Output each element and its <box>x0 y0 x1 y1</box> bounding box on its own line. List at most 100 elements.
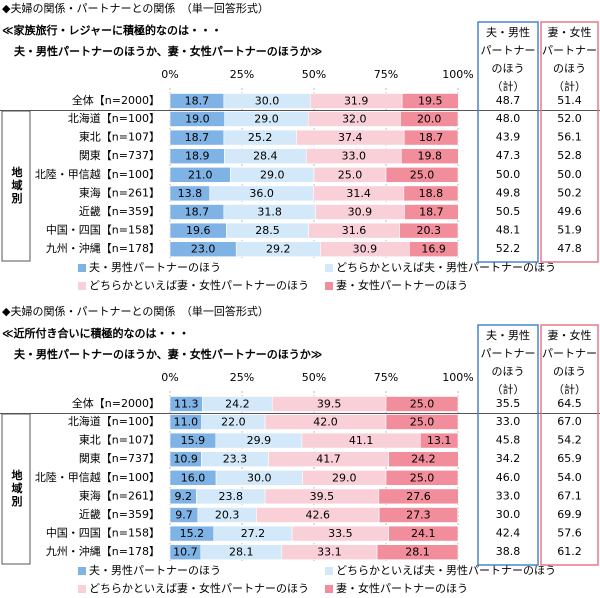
bar-segment <box>419 432 459 449</box>
bar-value-label: 42.6 <box>305 509 330 522</box>
bar-value-label: 25.2 <box>248 131 273 144</box>
total-column <box>477 21 539 263</box>
bar-segment <box>385 414 459 430</box>
group-box <box>1 413 31 565</box>
total-value: 49.8 <box>496 186 521 199</box>
total-value: 54.2 <box>557 434 582 447</box>
x-tick-label: 75% <box>374 371 398 384</box>
bar-value-label: 42.0 <box>313 416 338 429</box>
total-value: 65.9 <box>557 452 582 465</box>
bar-value-label: 24.2 <box>411 453 436 466</box>
bar-segment <box>403 185 459 202</box>
category-label: 関東【n=737】 <box>79 149 160 162</box>
bar-value-label: 24.1 <box>411 527 436 540</box>
x-tick-label: 50% <box>302 371 326 384</box>
category-label: 東海【n=261】 <box>79 185 160 199</box>
total-value: 57.6 <box>557 527 582 540</box>
bar-segment <box>385 396 459 412</box>
x-tick-label: 50% <box>302 68 326 81</box>
total-column <box>540 21 599 263</box>
category-label: 北陸・甲信越【n=100】 <box>35 470 160 484</box>
total-value: 52.2 <box>496 242 521 255</box>
total-header: 妻・女性 <box>548 25 592 39</box>
total-value: 46.0 <box>496 471 521 484</box>
bar-value-label: 13.1 <box>427 434 452 447</box>
bar-segment <box>404 204 459 220</box>
total-value: 45.8 <box>496 434 521 447</box>
total-header: のほう <box>492 62 525 75</box>
category-label: 東海【n=261】 <box>79 488 160 502</box>
bar-value-label: 25.0 <box>410 398 435 411</box>
bar-value-label: 22.0 <box>221 416 246 429</box>
bar-value-label: 18.7 <box>419 206 444 219</box>
legend-label: どちらかといえば夫・男性パートナーのほう <box>336 563 556 577</box>
bar-value-label: 31.4 <box>346 187 371 200</box>
x-tick-label: 0% <box>161 371 178 384</box>
bar-value-label: 28.5 <box>255 224 280 237</box>
bar-value-label: 30.0 <box>255 95 280 108</box>
total-value: 35.5 <box>496 397 521 410</box>
category-label: 近畿【n=359】 <box>79 507 160 521</box>
legend-swatch <box>78 264 86 272</box>
bar-value-label: 30.9 <box>348 206 373 219</box>
bar-segment <box>388 451 459 468</box>
bar-value-label: 29.9 <box>247 434 272 447</box>
category-label: 九州・沖縄【n=178】 <box>46 241 160 255</box>
total-value: 33.0 <box>496 415 521 428</box>
bar-value-label: 16.9 <box>421 243 446 256</box>
bar-value-label: 25.0 <box>410 471 435 484</box>
total-value: 30.0 <box>496 508 521 521</box>
bar-value-label: 33.5 <box>328 527 353 540</box>
question: ≪近所付き合いに積極的なのは・・・ <box>2 326 190 340</box>
legend-label: どちらかといえば妻・女性パートナーのほう <box>89 278 309 292</box>
total-value: 54.0 <box>557 471 582 484</box>
total-value: 34.2 <box>496 452 521 465</box>
bar-value-label: 33.0 <box>341 150 366 163</box>
bar-value-label: 20.3 <box>215 509 240 522</box>
total-header: 夫・男性 <box>486 328 530 342</box>
bar-value-label: 18.7 <box>185 95 210 108</box>
bar-value-label: 31.6 <box>342 224 367 237</box>
total-header: パートナー <box>481 44 536 57</box>
total-value: 47.8 <box>557 242 582 255</box>
total-value: 33.0 <box>496 489 521 502</box>
bar-segment <box>376 544 459 561</box>
bar-value-label: 23.3 <box>223 453 248 466</box>
bar-value-label: 30.0 <box>247 471 272 484</box>
bar-value-label: 29.2 <box>266 243 291 256</box>
category-label: 東北【n=107】 <box>79 131 160 144</box>
total-header: （計） <box>492 79 525 93</box>
bar-value-label: 23.0 <box>191 243 216 256</box>
total-value: 47.3 <box>496 149 521 162</box>
total-value: 42.4 <box>496 527 521 540</box>
bar-value-label: 25.0 <box>410 416 435 429</box>
x-tick-label: 25% <box>230 371 254 384</box>
total-value: 50.5 <box>496 205 521 218</box>
x-tick-label: 75% <box>374 68 398 81</box>
x-tick-label: 25% <box>230 68 254 81</box>
section-title: ◆夫婦の関係・パートナーとの関係 （単一回答形式） <box>2 304 269 318</box>
total-value: 48.0 <box>496 112 521 125</box>
bar-value-label: 27.2 <box>241 527 266 540</box>
bar-value-label: 20.3 <box>417 224 442 237</box>
bar-value-label: 21.0 <box>188 168 213 181</box>
category-label: 全体【n=2000】 <box>72 396 160 410</box>
bar-segment <box>385 469 459 486</box>
bar-value-label: 15.9 <box>181 434 206 447</box>
total-header: （計） <box>553 382 586 396</box>
section-title: ◆夫婦の関係・パートナーとの関係 （単一回答形式） <box>2 1 269 15</box>
total-value: 52.8 <box>557 149 582 162</box>
bar-segment <box>400 148 459 164</box>
bar-value-label: 41.7 <box>316 453 341 466</box>
category-label: 中国・四国【n=158】 <box>46 224 160 237</box>
total-header: パートナー <box>542 347 597 360</box>
bar-value-label: 33.1 <box>317 546 342 559</box>
total-value: 56.1 <box>557 131 582 144</box>
bar-value-label: 30.9 <box>353 243 378 256</box>
bar-segment <box>388 525 459 542</box>
subtitle: 夫・男性パートナーのほうか、妻・女性パートナーのほうか≫ <box>14 347 322 361</box>
bar-value-label: 18.7 <box>185 131 210 144</box>
total-value: 67.0 <box>557 415 582 428</box>
total-header: パートナー <box>542 44 597 57</box>
total-header: （計） <box>553 79 586 93</box>
